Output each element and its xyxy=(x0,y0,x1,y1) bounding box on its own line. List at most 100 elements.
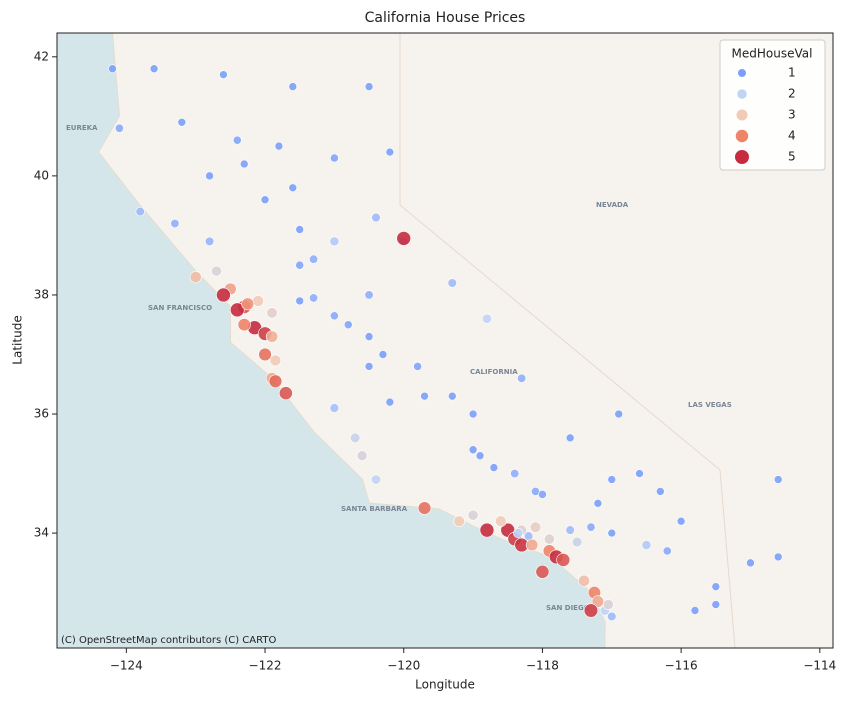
point xyxy=(252,295,264,307)
y-tick-label: 38 xyxy=(34,287,49,301)
legend-label: 4 xyxy=(788,129,796,143)
point xyxy=(219,70,228,79)
point xyxy=(385,147,395,157)
point xyxy=(216,287,231,303)
point xyxy=(607,475,617,484)
legend-label: 3 xyxy=(788,108,796,122)
point xyxy=(417,501,432,515)
point xyxy=(295,296,305,306)
point xyxy=(237,318,251,332)
point xyxy=(711,582,721,591)
y-axis-label: Latitude xyxy=(11,315,25,364)
map-label: EUREKA xyxy=(66,124,98,132)
x-tick-label: −124 xyxy=(110,659,143,673)
point xyxy=(330,153,339,163)
point xyxy=(773,475,783,484)
x-tick-label: −114 xyxy=(803,659,836,673)
point xyxy=(278,386,293,401)
legend: MedHouseVal 1 2 3 4 5 xyxy=(719,39,826,171)
y-tick-label: 34 xyxy=(34,526,49,540)
point xyxy=(641,540,652,550)
point xyxy=(538,490,547,499)
chart-title: California House Prices xyxy=(365,10,526,26)
legend-marker xyxy=(735,129,749,143)
point xyxy=(571,536,583,548)
state-border xyxy=(399,33,736,648)
point xyxy=(135,206,145,217)
point xyxy=(481,313,493,324)
legend-marker xyxy=(738,69,746,77)
point xyxy=(371,212,381,223)
map-label: SAN FRANCISCO xyxy=(148,304,212,312)
point xyxy=(364,82,374,91)
legend-label: 1 xyxy=(788,66,796,80)
point xyxy=(260,195,270,204)
point xyxy=(329,236,340,247)
point xyxy=(517,373,527,383)
point xyxy=(349,432,361,444)
point xyxy=(614,409,624,419)
point xyxy=(288,82,298,91)
legend-marker xyxy=(735,150,749,164)
point xyxy=(583,603,599,618)
point xyxy=(370,474,382,485)
point xyxy=(475,451,485,461)
legend-label: 5 xyxy=(788,150,796,164)
y-tick-label: 40 xyxy=(34,168,49,182)
point xyxy=(525,538,539,552)
point xyxy=(746,558,755,568)
point xyxy=(529,521,542,533)
basemap: EUREKA NEVADA SAN FRANCISCO CALIFORNIA L… xyxy=(57,33,833,648)
point xyxy=(241,297,255,311)
point xyxy=(447,278,457,288)
point xyxy=(453,515,466,527)
point xyxy=(295,225,305,234)
legend-label: 2 xyxy=(788,87,796,101)
point xyxy=(239,159,249,169)
point xyxy=(578,574,590,587)
point xyxy=(205,171,214,181)
x-tick-label: −122 xyxy=(249,659,282,673)
x-tick-label: −120 xyxy=(387,659,420,673)
point xyxy=(149,64,159,74)
point xyxy=(607,528,617,538)
point xyxy=(543,533,555,545)
point xyxy=(378,350,388,359)
point xyxy=(170,218,180,229)
point xyxy=(489,463,499,472)
point xyxy=(773,552,783,562)
point xyxy=(556,552,571,567)
point xyxy=(177,118,187,127)
point xyxy=(329,403,340,413)
point xyxy=(385,397,395,407)
point xyxy=(364,332,374,341)
map-label: SANTA BARBARA xyxy=(341,505,408,513)
point xyxy=(635,469,644,478)
point xyxy=(602,599,614,610)
point xyxy=(343,320,353,330)
legend-marker xyxy=(737,89,747,99)
point xyxy=(189,271,202,284)
point xyxy=(211,265,222,277)
y-tick-label: 42 xyxy=(34,49,49,63)
point xyxy=(274,141,284,151)
point xyxy=(364,362,374,371)
point xyxy=(468,409,478,419)
point xyxy=(586,522,596,532)
map-label: NEVADA xyxy=(596,201,629,209)
map-label: LAS VEGAS xyxy=(688,401,732,409)
point xyxy=(232,135,242,145)
point xyxy=(495,515,507,527)
point xyxy=(607,611,617,622)
point xyxy=(676,516,686,526)
plot-frame xyxy=(56,32,834,649)
map-label: CALIFORNIA xyxy=(470,368,518,376)
point xyxy=(266,307,278,319)
point xyxy=(269,354,282,367)
point xyxy=(364,290,374,300)
point xyxy=(468,445,478,455)
points xyxy=(108,64,783,622)
point xyxy=(396,231,412,246)
point xyxy=(288,183,298,193)
map-label: SAN DIEGO xyxy=(546,604,590,612)
